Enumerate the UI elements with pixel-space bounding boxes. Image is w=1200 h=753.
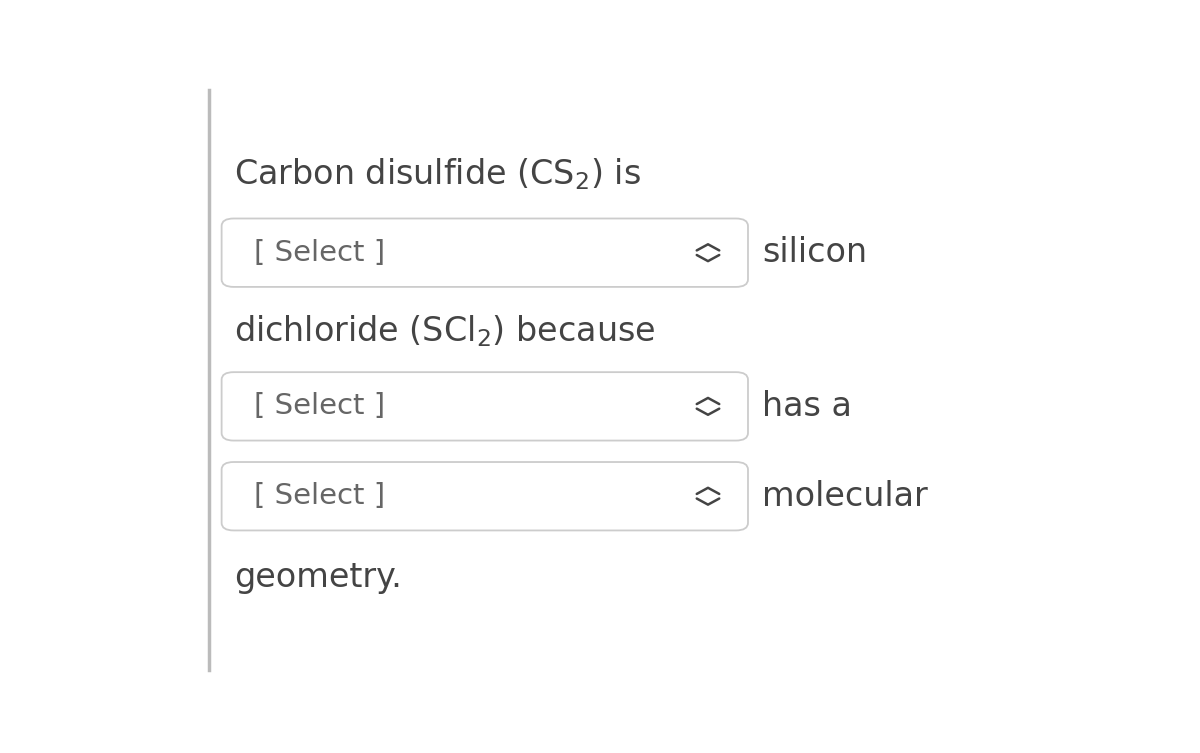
Text: [ Select ]: [ Select ] <box>254 482 385 511</box>
Text: has a: has a <box>762 390 852 423</box>
Text: dichloride (SCl$_{2}$) because: dichloride (SCl$_{2}$) because <box>234 313 655 349</box>
Text: silicon: silicon <box>762 236 868 270</box>
FancyBboxPatch shape <box>222 218 748 287</box>
Text: geometry.: geometry. <box>234 561 402 594</box>
Text: molecular: molecular <box>762 480 928 513</box>
FancyBboxPatch shape <box>222 462 748 530</box>
Text: [ Select ]: [ Select ] <box>254 392 385 420</box>
Text: [ Select ]: [ Select ] <box>254 239 385 267</box>
Text: Carbon disulfide (CS$_{2}$) is: Carbon disulfide (CS$_{2}$) is <box>234 157 641 192</box>
FancyBboxPatch shape <box>222 372 748 441</box>
